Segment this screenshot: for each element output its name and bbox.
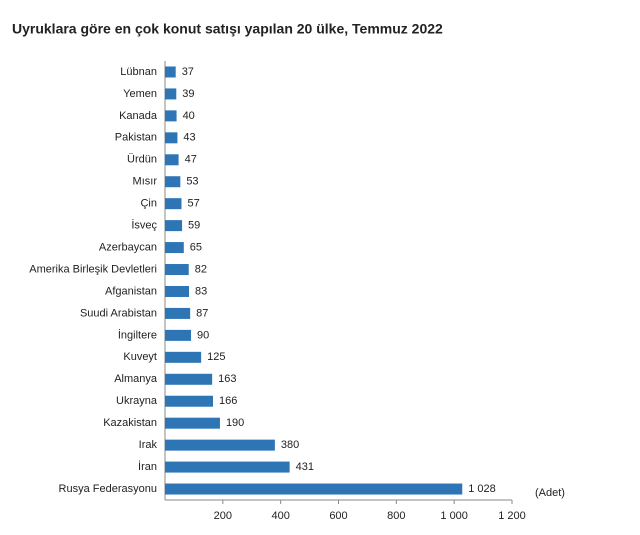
bar	[165, 439, 275, 451]
bar	[165, 154, 179, 166]
value-label: 431	[296, 461, 314, 473]
value-label: 87	[196, 307, 208, 319]
x-tick-label: 200	[214, 510, 232, 522]
bar	[165, 329, 192, 341]
bar	[165, 351, 202, 363]
y-tick-label: Lübnan	[120, 66, 157, 78]
y-tick-label: Amerika Birleşik Devletleri	[29, 263, 157, 275]
y-tick-label: Kanada	[119, 110, 158, 122]
value-label: 190	[226, 417, 244, 429]
bar	[165, 373, 213, 385]
x-tick-label: 600	[329, 510, 347, 522]
bar	[165, 88, 177, 100]
bar	[165, 285, 190, 297]
value-label: 59	[188, 220, 200, 232]
bar	[165, 110, 177, 122]
y-tick-label: İran	[138, 460, 157, 473]
value-label: 125	[207, 351, 225, 363]
unit-label: (Adet)	[535, 487, 565, 499]
bar	[165, 461, 290, 473]
y-tick-label: Pakistan	[115, 132, 157, 144]
value-label: 82	[195, 263, 207, 275]
x-tick-label: 1 000	[440, 510, 468, 522]
bar	[165, 307, 191, 319]
y-tick-label: Ukrayna	[116, 395, 158, 407]
value-label: 37	[182, 66, 194, 78]
y-tick-label: Kazakistan	[103, 417, 157, 429]
y-tick-label: Irak	[139, 439, 158, 451]
value-label: 53	[186, 176, 198, 188]
y-tick-label: Kuveyt	[123, 351, 157, 363]
y-tick-label: Afganistan	[105, 285, 157, 297]
bar	[165, 220, 183, 232]
value-label: 90	[197, 329, 209, 341]
y-tick-label: İngiltere	[118, 328, 157, 341]
value-label: 166	[219, 395, 237, 407]
y-tick-label: Azerbaycan	[99, 241, 157, 253]
value-label: 40	[183, 110, 195, 122]
value-label: 39	[182, 88, 194, 100]
y-tick-label: Almanya	[114, 373, 158, 385]
y-tick-label: Ürdün	[127, 154, 157, 166]
bar	[165, 66, 176, 78]
value-label: 47	[185, 154, 197, 166]
value-label: 163	[218, 373, 236, 385]
bar	[165, 264, 189, 276]
value-label: 43	[183, 132, 195, 144]
y-tick-label: Rusya Federasyonu	[59, 483, 157, 495]
y-tick-label: Mısır	[133, 176, 158, 188]
value-label: 57	[187, 198, 199, 210]
value-label: 83	[195, 285, 207, 297]
value-label: 65	[190, 241, 202, 253]
bar	[165, 483, 463, 495]
bar	[165, 176, 181, 188]
value-label: 380	[281, 439, 299, 451]
bar	[165, 417, 220, 429]
chart-title: Uyruklara göre en çok konut satışı yapıl…	[12, 21, 443, 37]
y-tick-label: Çin	[140, 198, 157, 210]
bar	[165, 132, 178, 144]
x-tick-label: 800	[387, 510, 405, 522]
bar	[165, 198, 182, 210]
x-tick-label: 400	[271, 510, 289, 522]
bar	[165, 395, 214, 407]
y-tick-label: Suudi Arabistan	[80, 307, 157, 319]
value-label: 1 028	[468, 483, 496, 495]
y-tick-label: Yemen	[123, 88, 157, 100]
x-tick-label: 1 200	[498, 510, 526, 522]
bar	[165, 242, 184, 254]
y-tick-label: İsveç	[131, 219, 157, 232]
